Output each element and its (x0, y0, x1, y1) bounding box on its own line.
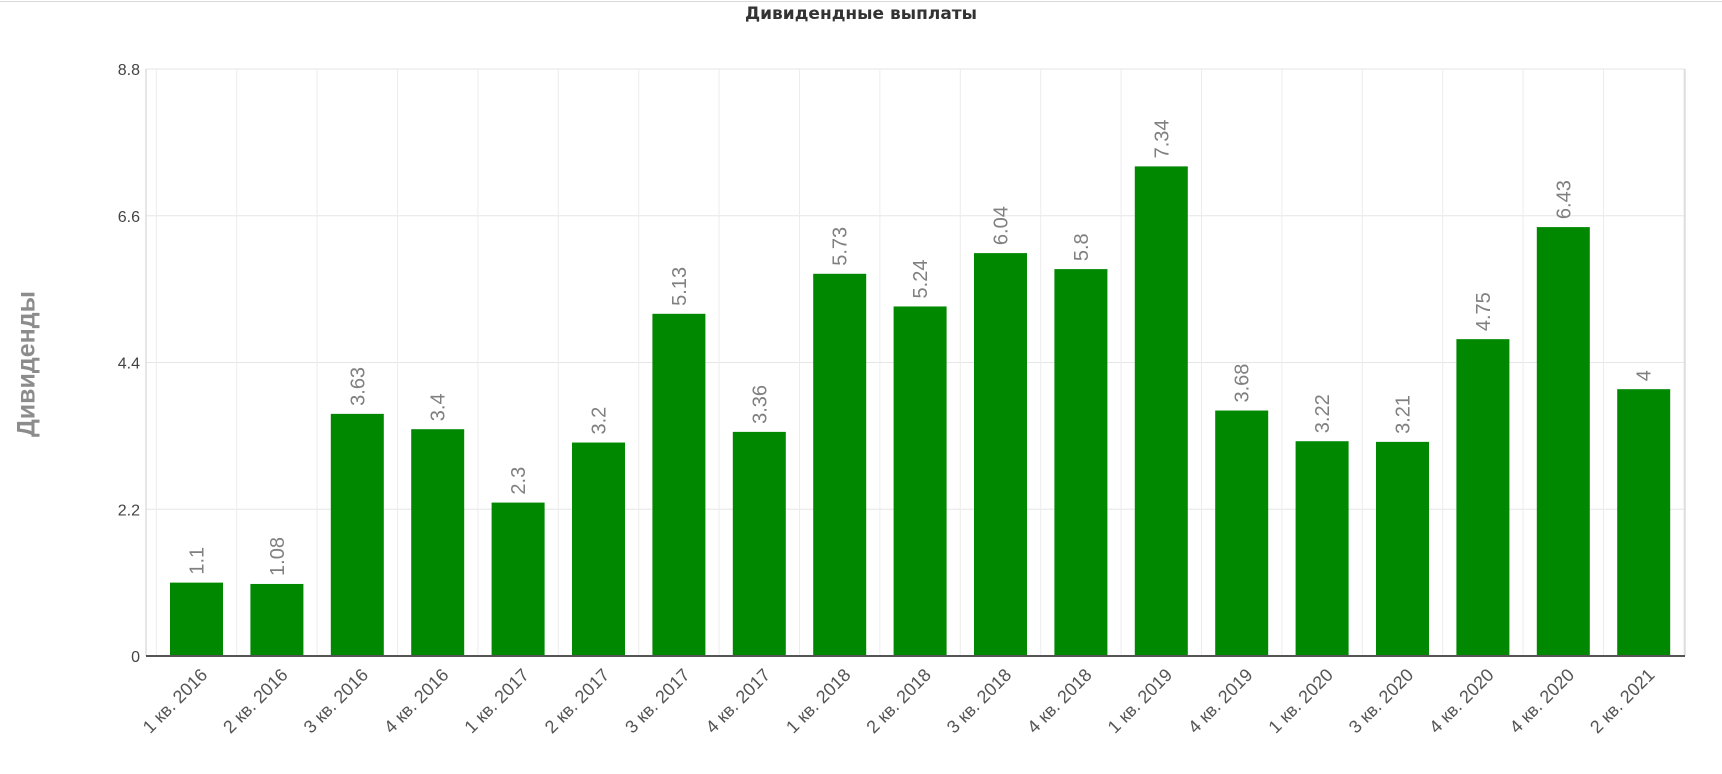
bar (1536, 227, 1590, 656)
x-tick-label: 1 кв. 2020 (1264, 665, 1336, 737)
x-tick-label: 1 кв. 2016 (139, 665, 211, 737)
data-label: 3.22 (1312, 394, 1334, 433)
grid-lines (146, 68, 1685, 656)
bar (1376, 441, 1429, 656)
x-tick-label: 1 кв. 2018 (782, 665, 854, 737)
x-tick-label: 3 кв. 2016 (300, 665, 372, 737)
bars (170, 166, 1671, 656)
data-label: 3.68 (1232, 364, 1254, 403)
x-tick-label: 4 кв. 2017 (702, 665, 774, 737)
data-label: 3.4 (428, 393, 450, 421)
bar (411, 429, 465, 656)
data-label: 5.73 (830, 227, 852, 266)
x-tick-label: 2 кв. 2016 (219, 665, 291, 737)
data-label: 4 (1634, 370, 1656, 381)
bar (652, 313, 706, 656)
bar (1617, 389, 1671, 656)
x-tick-label: 2 кв. 2017 (541, 665, 613, 737)
axes (145, 69, 1686, 657)
x-tick-label: 4 кв. 2018 (1023, 665, 1095, 737)
data-label: 4.75 (1473, 292, 1495, 331)
bar (250, 583, 304, 656)
data-label: 5.13 (669, 267, 691, 306)
y-axis-ticks: 0 2.2 4.4 6.6 8.8 (118, 62, 140, 666)
x-tick-label: 3 кв. 2017 (621, 665, 693, 737)
data-label: 1.08 (267, 537, 289, 576)
x-tick-label: 3 кв. 2020 (1345, 665, 1417, 737)
bar (572, 442, 625, 656)
bar (893, 306, 947, 656)
bar (974, 253, 1027, 656)
data-label: 3.36 (749, 385, 771, 424)
data-label: 6.43 (1553, 180, 1575, 219)
x-tick-label: 1 кв. 2017 (460, 665, 532, 737)
bar (1134, 166, 1188, 656)
y-tick-label: 4.4 (118, 356, 140, 373)
x-tick-label: 3 кв. 2018 (943, 665, 1015, 737)
bar (732, 431, 786, 656)
bar (170, 582, 223, 656)
data-label: 5.8 (1071, 233, 1093, 261)
data-label: 5.24 (910, 260, 932, 299)
data-labels: 1.1 1.08 3.63 3.4 2.3 3.2 5.13 3.36 5.73 5.24 6.04… (187, 119, 1656, 576)
y-tick-label: 0 (131, 649, 140, 666)
x-tick-label: 4 кв. 2019 (1184, 665, 1256, 737)
top-border (0, 1, 1722, 2)
data-label: 2.3 (508, 467, 530, 495)
bar (1295, 441, 1349, 656)
bar (491, 502, 545, 656)
data-label: 3.2 (589, 407, 611, 435)
data-label: 1.1 (187, 547, 209, 575)
x-tick-label: 4 кв. 2020 (1506, 665, 1578, 737)
y-tick-label: 2.2 (118, 502, 140, 519)
x-axis-ticks: 1 кв. 2016 2 кв. 2016 3 кв. 2016 4 кв. 2016… (139, 665, 1659, 737)
data-label: 3.21 (1393, 395, 1415, 434)
x-tick-label: 4 кв. 2020 (1425, 665, 1497, 737)
x-tick-label: 1 кв. 2019 (1104, 665, 1176, 737)
y-tick-label: 6.6 (118, 209, 140, 226)
x-tick-label: 4 кв. 2016 (380, 665, 452, 737)
y-tick-label: 8.8 (118, 62, 140, 79)
bar (1054, 269, 1108, 656)
x-tick-label: 2 кв. 2018 (862, 665, 934, 737)
chart-title: Дивидендные выплаты (744, 4, 978, 24)
bar (1456, 339, 1510, 656)
bar (813, 273, 867, 656)
x-tick-label: 2 кв. 2021 (1586, 665, 1658, 737)
data-label: 3.63 (347, 367, 369, 406)
data-label: 6.04 (991, 206, 1013, 245)
bar (330, 413, 384, 656)
bar (1215, 410, 1269, 656)
data-label: 7.34 (1151, 119, 1173, 158)
